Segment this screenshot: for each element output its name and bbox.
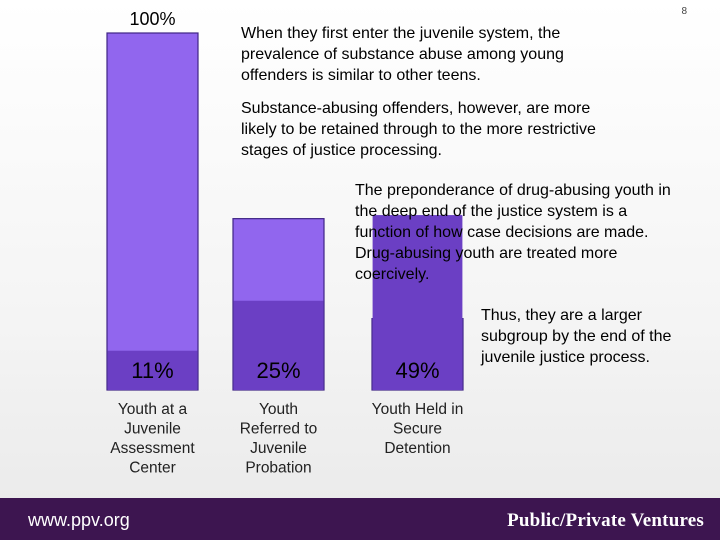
paragraph-retention: Substance-abusing offenders, however, ar… [241,100,596,159]
paragraph-entry: When they first enter the juvenile syste… [241,25,564,84]
category-label-0-line-0: Youth at a [118,401,188,418]
category-label-1-line-3: Probation [245,460,311,477]
category-label-1-line-2: Juvenile [250,440,307,457]
paragraph-preponderance: The preponderance of drug-abusing youth … [355,182,671,283]
value-label-2: 49% [395,358,439,383]
category-label-2-line-0: Youth Held in [372,401,464,418]
funnel-bar-chart: 11% Youth at a Juvenile Assessment Center 25%… [106,9,464,477]
category-label-0-line-3: Center [129,460,176,477]
category-label-1-line-1: Referred to [240,421,318,438]
category-label-1-line-0: Youth [259,401,298,418]
page-number: 8 [681,6,687,17]
footer-url[interactable]: www.ppv.org [28,510,130,530]
category-label-0-line-1: Juvenile [124,421,181,438]
bar-total-0 [106,32,199,391]
bar-substance-1 [233,300,324,390]
bar-substance-0 [107,350,198,390]
bar-substance-2 [372,215,463,390]
category-label-0-line-2: Assessment [110,440,195,457]
category-label-2-line-1: Secure [393,421,442,438]
paragraph-conclusion: Thus, they are a larger subgroup by the … [481,307,672,366]
value-label-0: 11% [131,358,173,383]
top-value-label: 100% [129,9,175,29]
organization-logo: Public/Private Ventures [507,510,704,531]
value-label-1: 25% [256,358,300,383]
category-label-2-line-2: Detention [384,440,450,457]
footer-bar: www.ppv.org Public/Private Ventures [0,498,720,540]
